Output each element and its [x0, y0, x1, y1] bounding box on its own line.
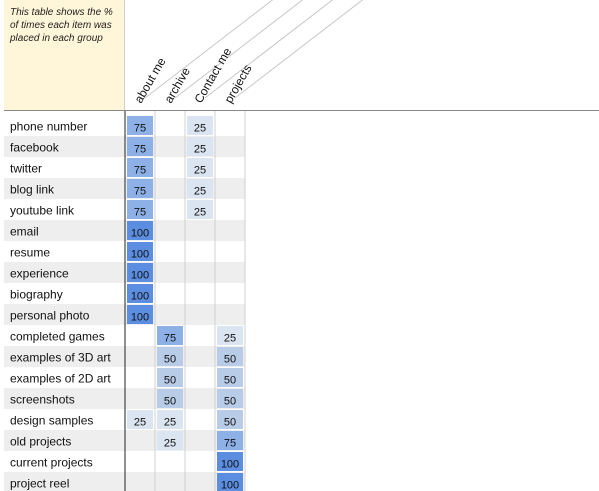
heatmap-cell	[217, 431, 243, 450]
heatmap-cell	[217, 452, 243, 471]
cell-value: 100	[131, 290, 149, 302]
cell-value: 25	[134, 416, 146, 428]
heatmap-cell	[127, 263, 153, 282]
cell-value: 25	[194, 143, 206, 155]
column-header-projects: projects	[221, 62, 254, 105]
heatmap-cell	[157, 347, 183, 366]
cell-value: 50	[224, 374, 236, 386]
row-label-facebook: facebook	[10, 141, 60, 155]
cell-value: 100	[131, 269, 149, 281]
row-label-experience: experience	[10, 267, 69, 281]
table-description-note: This table shows the % of times each ite…	[4, 0, 124, 111]
header-rule	[4, 110, 599, 111]
column-header-guide	[234, 0, 364, 99]
heatmap-cell	[127, 158, 153, 177]
row-labels: phone number facebook twitter blog link yout…	[10, 120, 111, 491]
column-header-guide	[174, 0, 304, 99]
heatmap-cell	[217, 347, 243, 366]
heatmap-cell	[127, 179, 153, 198]
row-label-personal-photo: personal photo	[10, 309, 90, 323]
row-label-old-projects: old projects	[10, 435, 71, 449]
row-label-examples-of-2d-art: examples of 2D art	[10, 372, 111, 386]
heatmap-cell	[187, 116, 213, 135]
cell-values: 75 25 75 25 75 25 75 25 75 25 100 100 100 100 100 75 25 5…	[131, 122, 239, 491]
row-label-email: email	[10, 225, 39, 239]
heatmap-cell	[127, 410, 153, 429]
column-header-archive: archive	[161, 65, 193, 106]
cell-value: 75	[134, 206, 146, 218]
heatmap-cell	[217, 410, 243, 429]
cell-value: 25	[194, 122, 206, 134]
heatmap-cell	[157, 326, 183, 345]
cell-value: 75	[224, 437, 236, 449]
cell-value: 25	[194, 206, 206, 218]
cell-value: 100	[131, 227, 149, 239]
heatmap-cell	[187, 200, 213, 219]
row-label-screenshots: screenshots	[10, 393, 75, 407]
heatmap-cell	[157, 410, 183, 429]
cell-value: 75	[134, 143, 146, 155]
row-label-youtube-link: youtube link	[10, 204, 75, 218]
column-header-guide	[204, 0, 334, 99]
cell-value: 25	[194, 164, 206, 176]
cell-value: 50	[164, 374, 176, 386]
heatmap-cell	[157, 431, 183, 450]
cell-value: 100	[131, 311, 149, 323]
row-label-current-projects: current projects	[10, 456, 93, 470]
heatmap-cell	[217, 473, 243, 491]
cell-value: 75	[134, 164, 146, 176]
cell-value: 25	[164, 416, 176, 428]
heatmap-cells	[127, 116, 243, 491]
heatmap-cell	[127, 284, 153, 303]
heatmap-cell	[127, 305, 153, 324]
heatmap-cell	[157, 368, 183, 387]
row-label-phone-number: phone number	[10, 120, 87, 134]
row-label-twitter: twitter	[10, 162, 42, 176]
row-label-examples-of-3d-art: examples of 3D art	[10, 351, 111, 365]
row-label-design-samples: design samples	[10, 414, 93, 428]
cell-value: 100	[221, 479, 239, 491]
cell-value: 50	[164, 353, 176, 365]
heatmap-cell	[127, 221, 153, 240]
cell-value: 100	[221, 458, 239, 470]
heatmap-cell	[127, 116, 153, 135]
cell-value: 50	[224, 353, 236, 365]
heatmap-cell	[217, 368, 243, 387]
row-label-project-reel: project reel	[10, 477, 69, 491]
heatmap-cell	[157, 389, 183, 408]
heatmap-cell	[127, 242, 153, 261]
column-gridlines	[124, 111, 246, 491]
cell-value: 75	[134, 185, 146, 197]
cell-value: 50	[164, 395, 176, 407]
cell-value: 25	[224, 332, 236, 344]
cell-value: 25	[194, 185, 206, 197]
cell-value: 25	[164, 437, 176, 449]
heatmap-cell	[127, 137, 153, 156]
heatmap-cell	[127, 200, 153, 219]
heatmap-cell	[217, 389, 243, 408]
row-label-completed-games: completed games	[10, 330, 105, 344]
heatmap-cell	[187, 179, 213, 198]
cell-value: 50	[224, 416, 236, 428]
row-label-biography: biography	[10, 288, 63, 302]
cell-value: 75	[164, 332, 176, 344]
cell-value: 100	[131, 248, 149, 260]
row-label-resume: resume	[10, 246, 50, 260]
heatmap-cell	[187, 137, 213, 156]
row-label-blog-link: blog link	[10, 183, 55, 197]
cell-value: 75	[134, 122, 146, 134]
column-header-guide	[144, 0, 274, 99]
note-divider	[124, 0, 125, 111]
cell-value: 50	[224, 395, 236, 407]
heatmap-cell	[187, 158, 213, 177]
heatmap-cell	[217, 326, 243, 345]
